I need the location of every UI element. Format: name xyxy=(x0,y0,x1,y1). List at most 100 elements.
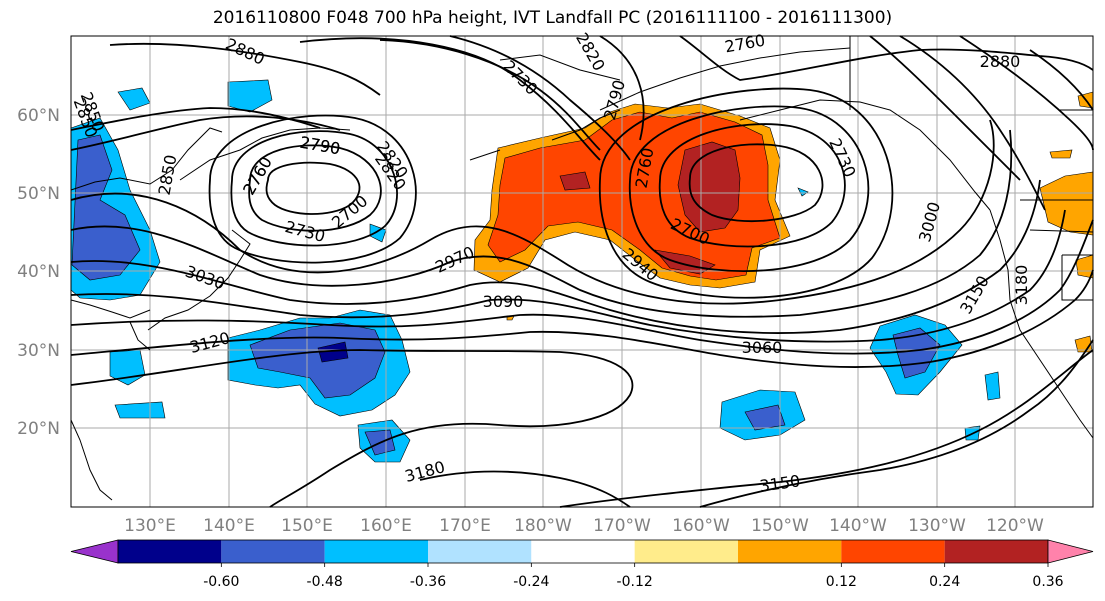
ivt-shaded-region xyxy=(114,401,166,419)
coastline xyxy=(70,299,151,319)
ivt-shaded-region xyxy=(984,371,1001,401)
coastline xyxy=(70,127,223,191)
height-contour xyxy=(70,219,1094,355)
height-contour xyxy=(70,129,1013,318)
ivt-shaded-region xyxy=(559,171,591,191)
ivt-shaded-region xyxy=(249,322,386,399)
longitude-label: 140°W xyxy=(829,516,887,536)
contour-label: 3180 xyxy=(1012,265,1031,306)
contour-label: 3090 xyxy=(483,292,524,311)
colorbar-tick-label: -0.12 xyxy=(617,574,653,590)
coastlines xyxy=(70,36,1094,501)
height-contour xyxy=(449,35,631,161)
longitude-label: 150°E xyxy=(281,516,333,536)
colorbar-segment xyxy=(118,540,222,563)
height-contour xyxy=(70,119,995,305)
gridlines xyxy=(71,36,1093,507)
colorbar-tick-label: 0.36 xyxy=(1032,574,1063,590)
colorbar-segment xyxy=(841,540,945,563)
longitude-label: 140°E xyxy=(203,516,255,536)
ivt-shaded-region xyxy=(227,79,273,113)
height-contour xyxy=(70,209,1066,343)
height-contour xyxy=(658,123,846,248)
height-contour xyxy=(70,349,634,508)
height-contour xyxy=(70,269,1094,368)
colorbar xyxy=(70,539,1094,564)
longitude-label: 150°W xyxy=(751,516,809,536)
colorbar-tick-label: 0.12 xyxy=(826,574,857,590)
height-contour xyxy=(248,144,382,232)
contour-label-text: 2880 xyxy=(980,52,1021,71)
latitude-label: 20°N xyxy=(17,419,60,439)
ivt-shaded-region xyxy=(71,134,141,281)
longitude-label: 160°E xyxy=(360,516,412,536)
latitude-labels: 60°N 50°N 40°N 30°N 20°N xyxy=(17,106,60,439)
contour-label-text: 3090 xyxy=(483,292,524,311)
longitude-label: 170°W xyxy=(593,516,651,536)
map-frame xyxy=(70,35,1094,508)
coastline xyxy=(147,229,251,331)
colorbar-tick-label: -0.48 xyxy=(307,574,343,590)
longitude-label: 130°E xyxy=(124,516,176,536)
latitude-label: 50°N xyxy=(17,184,60,204)
coastline xyxy=(70,419,113,501)
height-contour xyxy=(679,35,1094,81)
longitude-label: 180°W xyxy=(514,516,572,536)
colorbar-labels: -0.60-0.48-0.36-0.24-0.120.120.240.360.4… xyxy=(203,563,1064,590)
height-contour xyxy=(230,130,398,247)
colorbar-segment xyxy=(428,540,532,563)
coastline xyxy=(129,321,151,351)
colorbar-segment xyxy=(738,540,842,563)
height-contours xyxy=(70,35,1094,508)
colorbar-arrow-right xyxy=(1047,539,1094,564)
contour-label: 3060 xyxy=(742,338,783,357)
height-contour xyxy=(208,114,417,264)
height-contour xyxy=(419,470,631,508)
coastline xyxy=(1061,255,1093,301)
height-contour xyxy=(70,179,1041,334)
ivt-shaded-region xyxy=(744,404,786,431)
ivt-shaded-region xyxy=(1049,149,1073,159)
height-contour xyxy=(109,42,381,96)
latitude-label: 40°N xyxy=(17,262,60,282)
height-contour xyxy=(1029,49,1094,111)
height-contour xyxy=(299,37,601,161)
colorbar-tick-label: -0.36 xyxy=(410,574,446,590)
colorbar-segment xyxy=(531,540,635,563)
height-contour xyxy=(869,35,1021,181)
coastline xyxy=(469,149,501,161)
latitude-label: 60°N xyxy=(17,106,60,126)
height-contour xyxy=(599,35,645,141)
contour-label-text: 3180 xyxy=(1012,265,1031,306)
longitude-label: 130°W xyxy=(908,516,966,536)
latitude-label: 30°N xyxy=(17,341,60,361)
height-contour xyxy=(699,339,1094,508)
coastline xyxy=(551,109,621,141)
colorbar-segment xyxy=(634,540,738,563)
height-contour xyxy=(379,39,601,151)
colorbar-tick-label: -0.60 xyxy=(203,574,239,590)
height-contour xyxy=(959,35,1094,151)
contour-label: 2880 xyxy=(980,52,1021,71)
colorbar-segment xyxy=(324,540,428,563)
contour-label-text: 3060 xyxy=(742,338,783,357)
longitude-label: 160°W xyxy=(672,516,730,536)
colorbar-tick-label: 0.24 xyxy=(929,574,960,590)
colorbar-segment xyxy=(944,540,1048,563)
coastline xyxy=(499,54,621,81)
height-contour xyxy=(899,35,1046,211)
longitude-label: 120°W xyxy=(986,516,1044,536)
height-contour xyxy=(598,87,894,299)
colorbar-arrow-left xyxy=(70,539,119,564)
height-contour xyxy=(688,143,824,223)
height-contour xyxy=(628,105,870,273)
ivt-shaded-region xyxy=(797,187,809,197)
ivt-shaded-region xyxy=(317,341,349,363)
colorbar-segment xyxy=(221,540,325,563)
height-contour xyxy=(265,161,361,215)
height-contour xyxy=(70,115,341,151)
colorbar-tick-label: -0.24 xyxy=(513,574,549,590)
longitude-label: 170°E xyxy=(439,516,491,536)
height-contour xyxy=(559,349,1094,508)
